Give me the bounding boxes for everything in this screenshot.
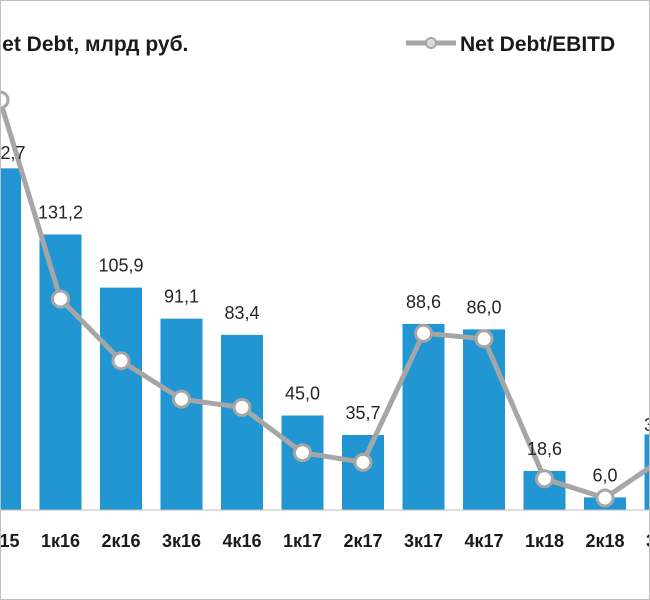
line-point-0 [1,90,10,110]
x-tick-2: 2к16 [101,531,140,551]
bar-series [1,168,649,511]
bar-0 [1,168,21,510]
data-label-6: 35,7 [345,403,380,423]
legend: Net Debt, млрд руб. Net Debt/EBITD [1,33,615,56]
data-label-5: 45,0 [285,384,320,404]
x-tick-8: 4к17 [464,531,503,551]
data-label-9: 18,6 [527,439,562,459]
legend-line-dot [425,37,437,49]
data-label-2: 105,9 [98,256,143,276]
bar-3 [160,318,203,510]
line-point-8 [474,329,494,349]
bar-6 [342,435,384,510]
x-tick-1: 1к16 [41,531,80,551]
data-label-1: 131,2 [38,202,83,222]
data-labels: 2,7 131,2 105,9 91,1 83,4 45,0 35,7 88,6 86,0 18,… [1,143,649,485]
x-tick-7: 3к17 [404,531,443,551]
bar-1 [39,234,82,511]
data-label-11: 3 [644,415,649,435]
x-tick-10: 2к18 [585,531,624,551]
line-series [1,90,649,508]
line-point-3 [172,389,191,409]
x-tick-3: 3к16 [162,531,201,551]
bar-2 [100,287,142,510]
data-label-10: 6,0 [592,465,617,485]
legend-bar-label: Net Debt, млрд руб. [1,33,188,56]
data-label-0: 2,7 [1,143,26,163]
x-tick-5: 1к17 [283,531,322,551]
data-label-8: 86,0 [466,297,501,317]
bar-4 [221,334,263,510]
line-point-10 [595,488,615,508]
legend-line-label: Net Debt/EBITD [460,33,615,56]
line-point-2 [111,351,131,371]
x-tick-labels: 4к15 1к16 2к16 3к16 4к16 1к17 2к17 3к17 4к17 1к18… [1,531,649,551]
data-label-3: 91,1 [164,287,199,307]
line-point-1 [51,289,70,309]
x-tick-9: 1к18 [525,531,564,551]
bar-5 [281,415,324,510]
line-point-9 [535,469,554,489]
line-point-5 [293,443,312,463]
bar-7 [402,323,445,510]
data-label-7: 88,6 [406,292,441,312]
line-point-7 [414,323,433,343]
line-path [1,97,649,501]
line-point-6 [353,452,373,472]
x-tick-4: 4к16 [222,531,261,551]
x-tick-11: 3к18 [646,531,649,551]
bar-8 [463,329,505,510]
line-point-4 [232,397,252,417]
x-tick-0: 4к15 [1,531,20,551]
x-tick-6: 2к17 [343,531,382,551]
data-label-4: 83,4 [224,303,259,323]
